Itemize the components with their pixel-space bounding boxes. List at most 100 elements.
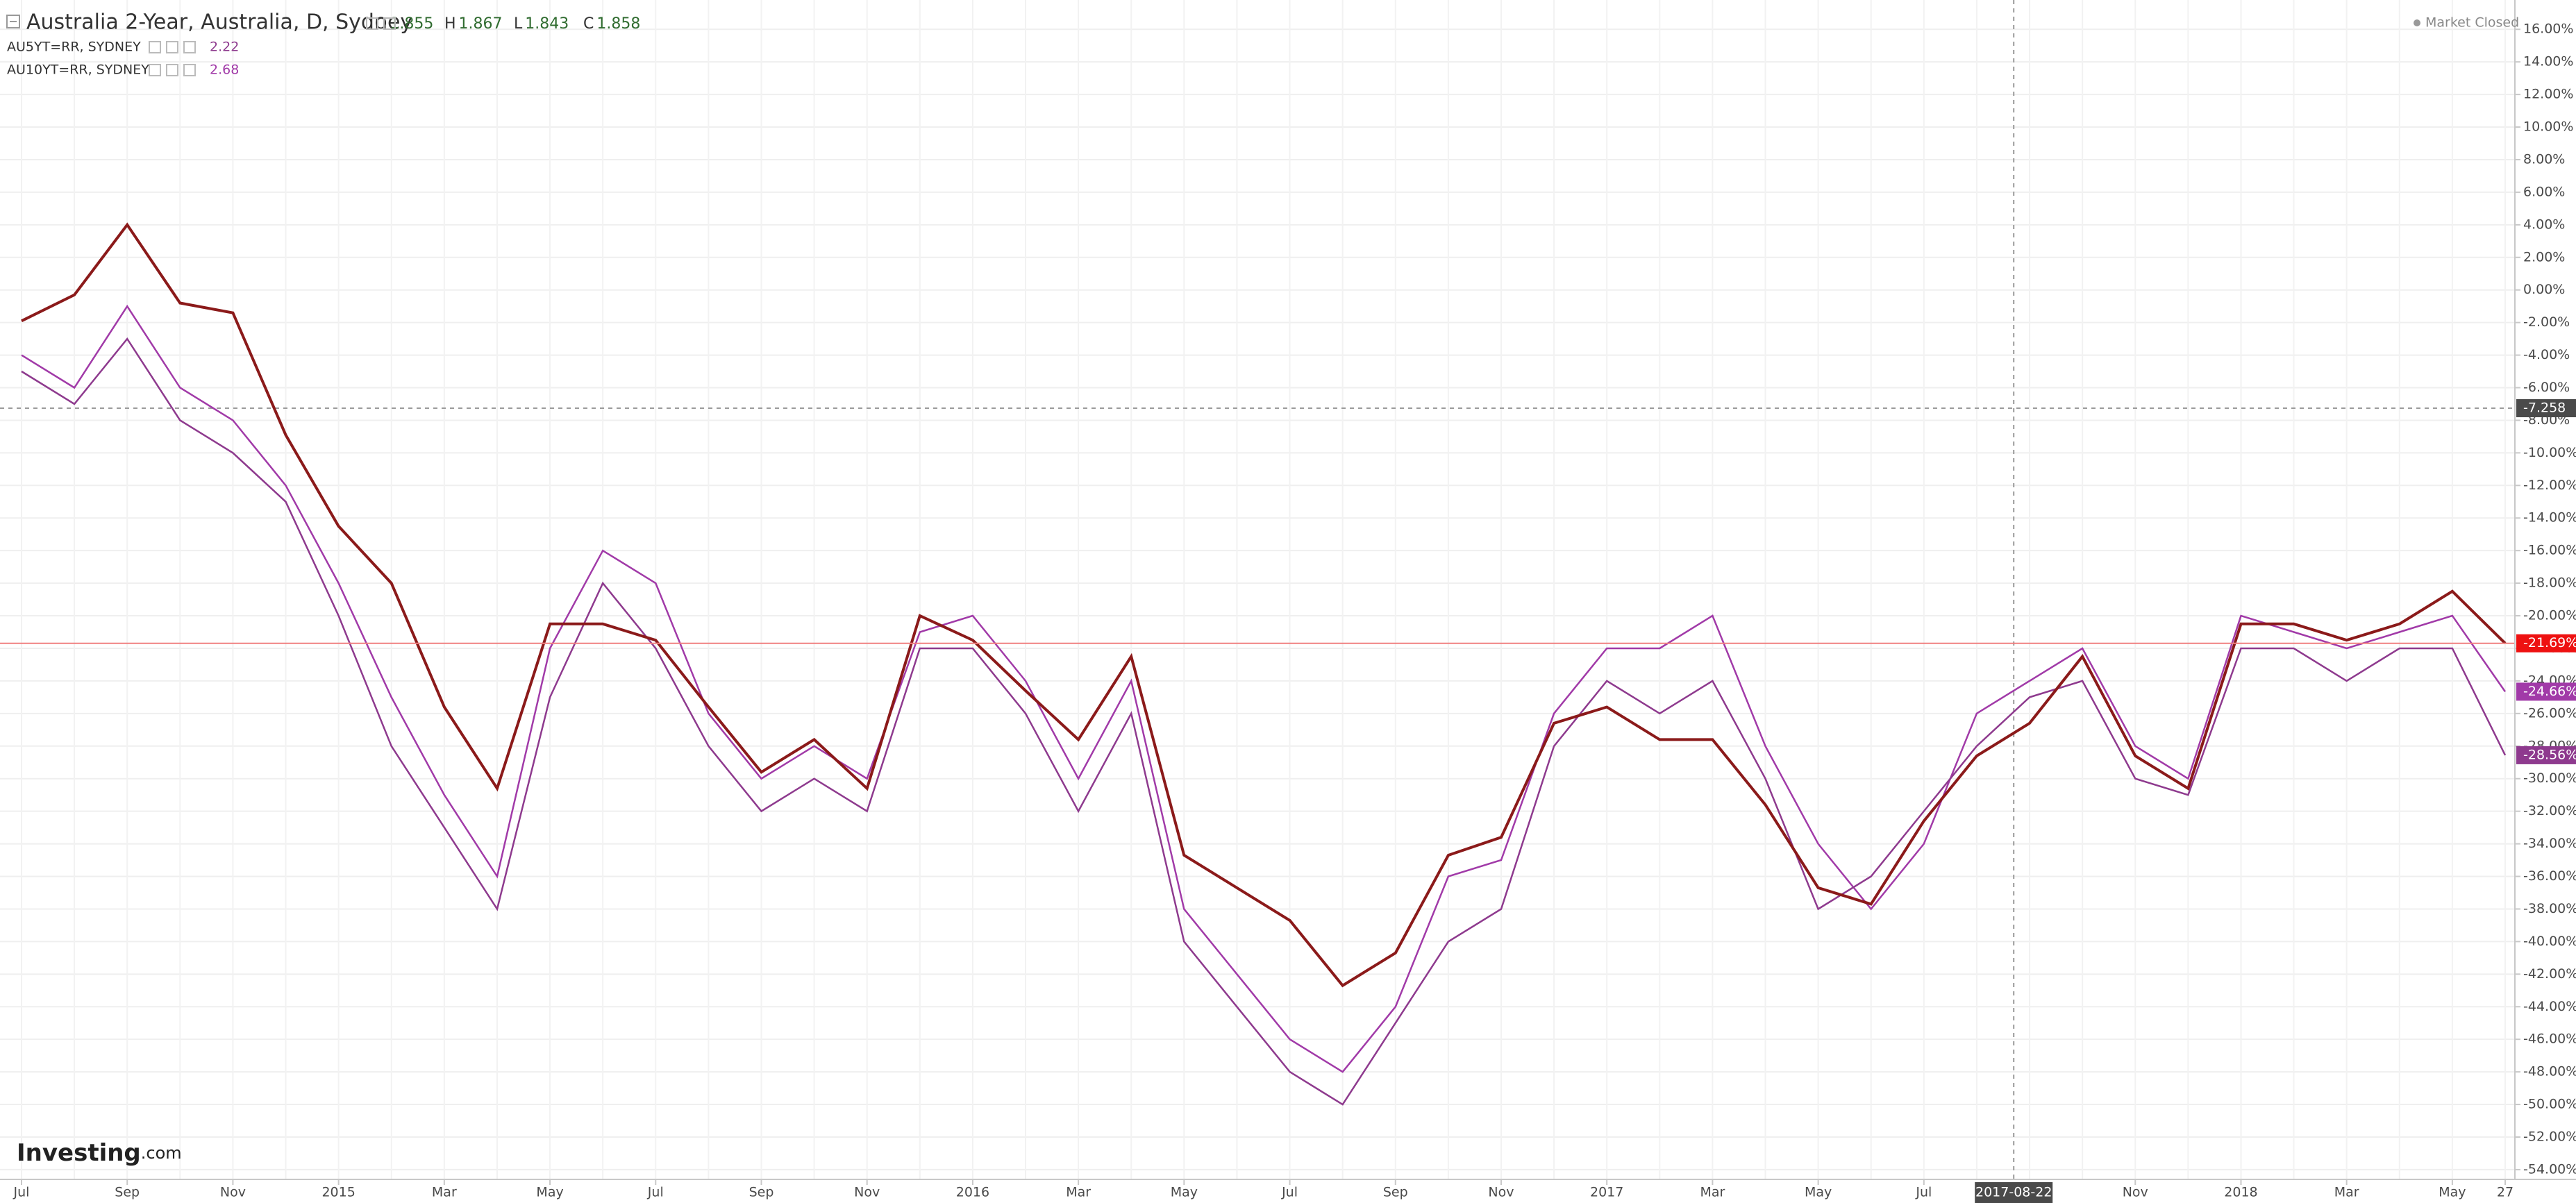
- x-tick-label: 2018: [2224, 1185, 2257, 1200]
- y-tick-label: -2.00%: [2523, 314, 2570, 330]
- legend-value: 2.68: [210, 62, 239, 78]
- brand: Investing.com: [17, 1139, 182, 1167]
- y-tick-label: 10.00%: [2523, 119, 2573, 135]
- header-icon[interactable]: [366, 17, 378, 30]
- comparison-line: [21, 337, 2507, 1106]
- price-line: [21, 222, 2507, 988]
- y-tick-label: 14.00%: [2523, 54, 2573, 69]
- ohlc-value: 1.867: [459, 15, 503, 33]
- brand-name: Investing: [17, 1139, 141, 1167]
- x-tick-label: Jul: [1915, 1185, 1932, 1200]
- last-value-label: -21.69%: [2523, 635, 2576, 650]
- x-tick-label: 2015: [321, 1185, 355, 1200]
- x-tick-label: Nov: [854, 1185, 880, 1200]
- x-tick-label: Mar: [2334, 1185, 2359, 1200]
- y-tick-label: -10.00%: [2523, 445, 2576, 460]
- crosshair-price-label: -7.258: [2523, 401, 2566, 416]
- y-tick-label: 4.00%: [2523, 217, 2565, 232]
- y-tick-label: 8.00%: [2523, 151, 2565, 167]
- y-tick-label: -34.00%: [2523, 836, 2576, 851]
- y-tick-label: 2.00%: [2523, 249, 2565, 264]
- y-tick-label: -50.00%: [2523, 1097, 2576, 1112]
- y-tick-label: 12.00%: [2523, 87, 2573, 102]
- y-tick-label: -38.00%: [2523, 901, 2576, 916]
- ohlc-label: L: [514, 15, 523, 33]
- legend-icon: [183, 41, 196, 53]
- ohlc-value: 1.843: [525, 15, 569, 33]
- x-tick-label: Sep: [115, 1185, 140, 1200]
- x-tick-label: Sep: [1383, 1185, 1408, 1200]
- x-tick-label: Jul: [13, 1185, 30, 1200]
- x-tick-label: Mar: [432, 1185, 457, 1200]
- x-tick-label: May: [2439, 1185, 2466, 1200]
- y-tick-label: -6.00%: [2523, 380, 2570, 395]
- last-value-tag: [2516, 746, 2576, 764]
- crosshair-date-label: 2017-08-22: [1975, 1185, 2052, 1200]
- x-tick-label: May: [1805, 1185, 1832, 1200]
- y-tick-label: 6.00%: [2523, 184, 2565, 199]
- y-tick-label: -44.00%: [2523, 999, 2576, 1014]
- x-tick-label: Nov: [1488, 1185, 1514, 1200]
- legend-name: AU5YT=RR, SYDNEY: [7, 40, 141, 55]
- x-tick-label: May: [1171, 1185, 1198, 1200]
- ohlc-value: 1.858: [596, 15, 640, 33]
- last-value-label: -24.66%: [2523, 684, 2576, 699]
- legend-icon: [166, 41, 178, 53]
- legend-icon: [149, 64, 161, 76]
- collapse-icon[interactable]: [6, 15, 20, 28]
- ohlc-item: H 1.867: [444, 15, 503, 33]
- grid: [0, 0, 2515, 1179]
- header-icon[interactable]: [383, 17, 396, 30]
- y-tick-label: -12.00%: [2523, 478, 2576, 493]
- legend-icon: [149, 41, 161, 53]
- x-tick-label: Jul: [647, 1185, 664, 1200]
- status-dot: [2414, 19, 2420, 26]
- x-tick-label: Jul: [1281, 1185, 1298, 1200]
- y-tick-label: -16.00%: [2523, 543, 2576, 558]
- y-tick-label: -48.00%: [2523, 1064, 2576, 1079]
- crosshair-price-tag: [2516, 399, 2576, 418]
- x-tick-label: Sep: [749, 1185, 774, 1200]
- crosshair-date-tag: [1975, 1182, 2053, 1203]
- x-tick-label: Nov: [220, 1185, 246, 1200]
- status-text: Market Closed: [2425, 15, 2519, 31]
- x-tick-label: May: [536, 1185, 563, 1200]
- brand-logo: Investing.com: [17, 1139, 182, 1167]
- y-tick-label: -54.00%: [2523, 1161, 2576, 1177]
- last-value-label: -28.56%: [2523, 747, 2576, 762]
- legend-icon: [166, 64, 178, 76]
- y-tick-label: 16.00%: [2523, 22, 2573, 37]
- y-tick-label: -40.00%: [2523, 934, 2576, 949]
- chart-title: Australia 2-Year, Australia, D, Sydney: [26, 10, 412, 35]
- y-tick-label: -36.00%: [2523, 868, 2576, 884]
- x-tick-label: 2017: [1590, 1185, 1623, 1200]
- x-tick-label: 2016: [956, 1185, 989, 1200]
- plot: [0, 0, 2515, 1179]
- x-tick-label: Mar: [1066, 1185, 1091, 1200]
- y-tick-label: -14.00%: [2523, 510, 2576, 525]
- x-tick-label: Nov: [2123, 1185, 2148, 1200]
- y-tick-label: -18.00%: [2523, 575, 2576, 591]
- last-value-tag: [2516, 634, 2576, 653]
- ohlc-item: C 1.858: [583, 15, 640, 33]
- axes: 16.00% 14.00% 12.00% 10.00% 8.00% 6.00% 4.00% 2…: [13, 22, 2576, 1203]
- y-tick-label: -32.00%: [2523, 803, 2576, 818]
- y-tick-label: -30.00%: [2523, 771, 2576, 786]
- y-tick-label: -52.00%: [2523, 1129, 2576, 1144]
- x-tick-label: 27: [2497, 1185, 2514, 1200]
- y-tick-label: -4.00%: [2523, 347, 2570, 362]
- x-tick-label: Mar: [1700, 1185, 1725, 1200]
- ohlc-item: L 1.843: [514, 15, 569, 33]
- y-tick-label: 0.00%: [2523, 282, 2565, 297]
- legend-name: AU10YT=RR, SYDNEY: [7, 62, 149, 78]
- brand-suffix: .com: [141, 1143, 182, 1163]
- ohlc-label: H: [444, 15, 456, 33]
- legend-value: 2.22: [210, 40, 239, 55]
- y-tick-label: -26.00%: [2523, 705, 2576, 721]
- y-tick-label: -46.00%: [2523, 1032, 2576, 1047]
- y-tick-label: -20.00%: [2523, 608, 2576, 623]
- ohlc-label: C: [583, 15, 594, 33]
- legend: Australia 2-Year, Australia, D, Sydney O…: [6, 10, 640, 78]
